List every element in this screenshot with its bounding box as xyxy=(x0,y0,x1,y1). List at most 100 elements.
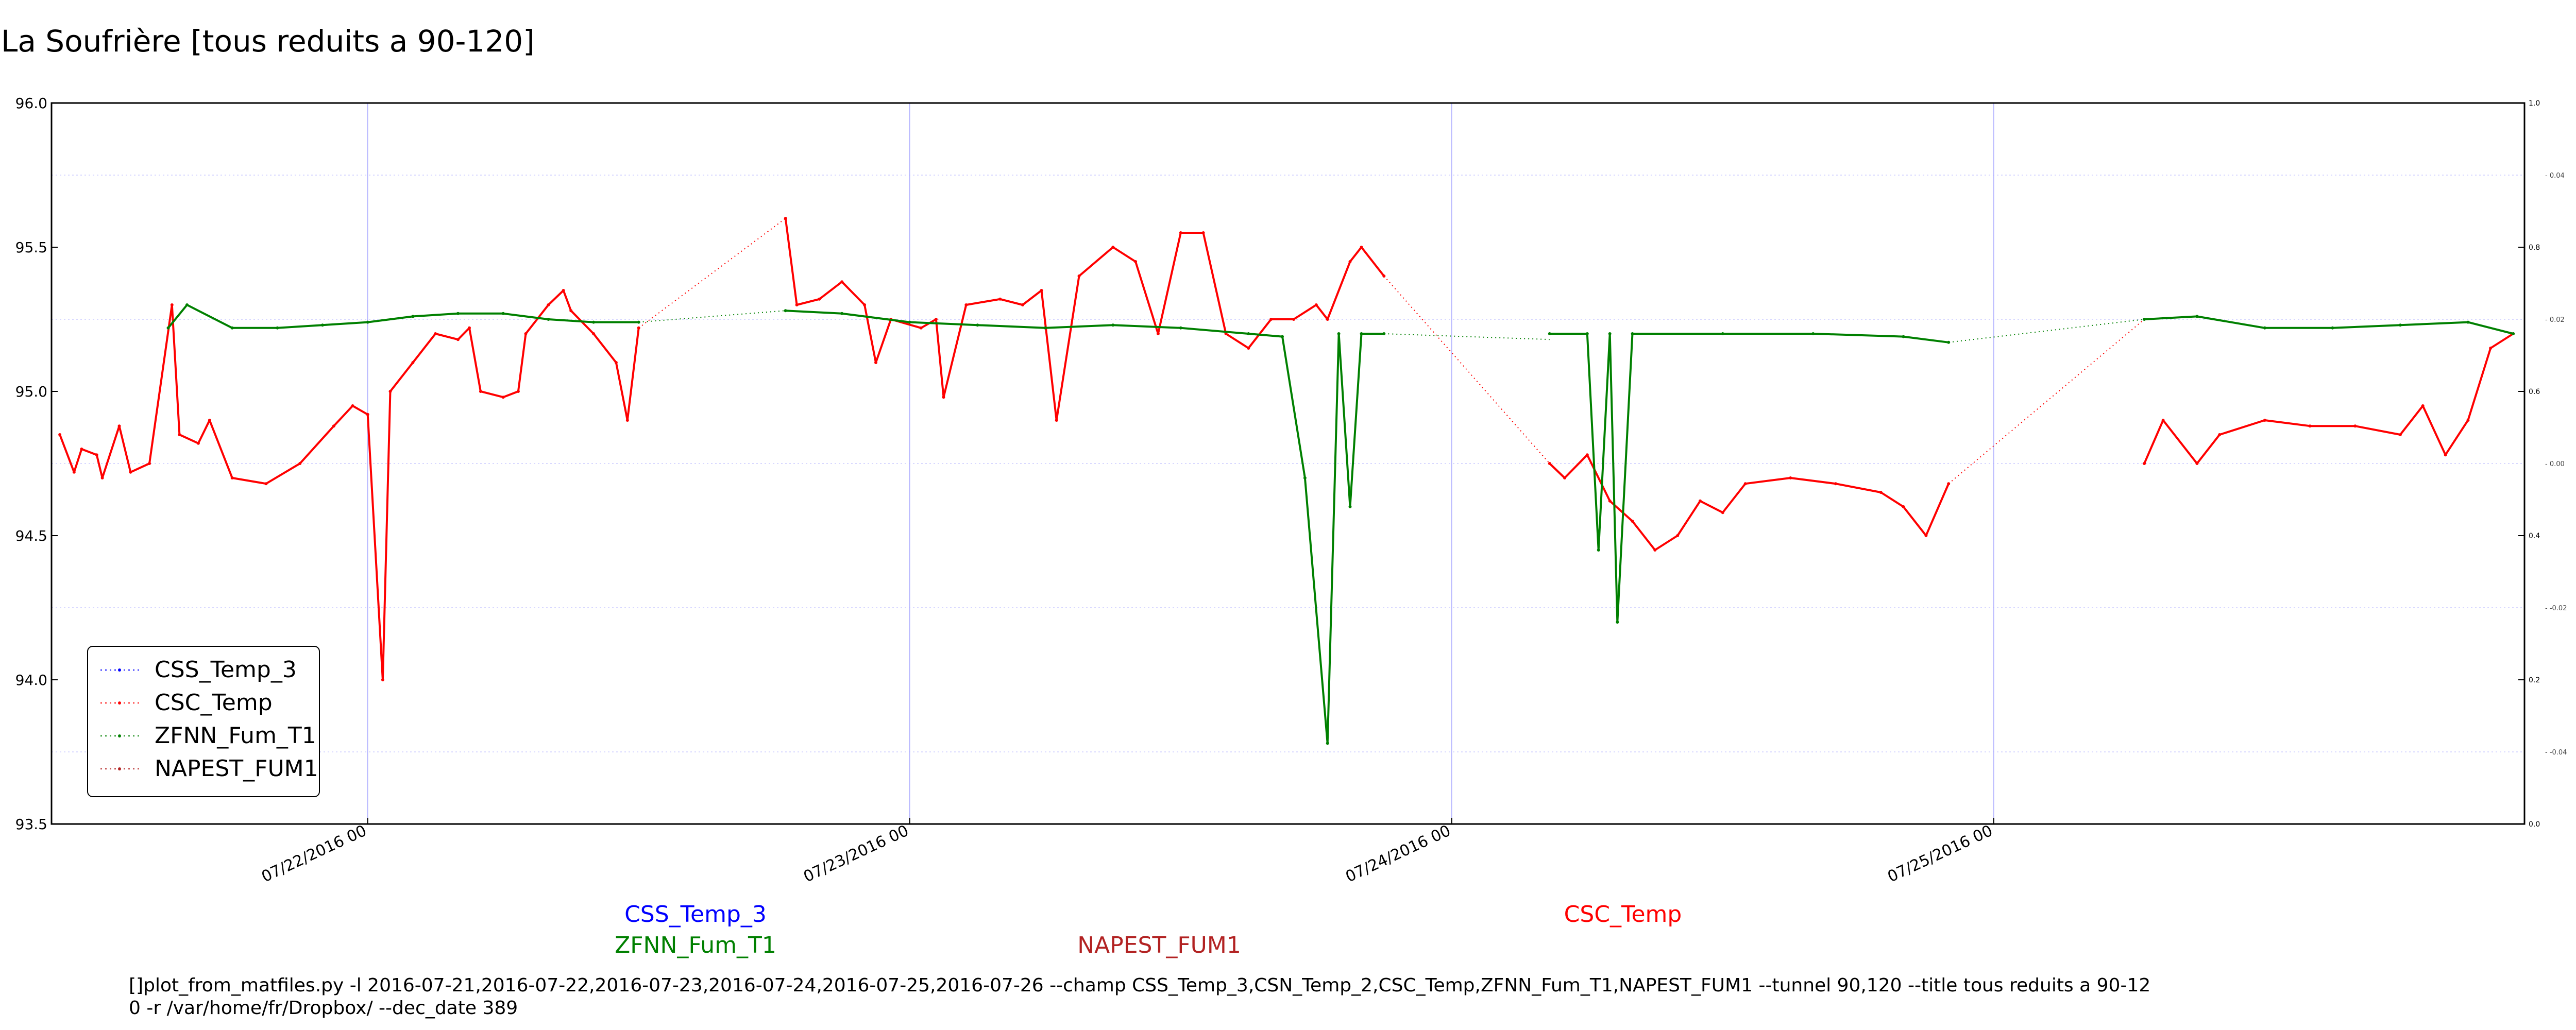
data-point xyxy=(178,433,181,436)
series-annotation: CSC_Temp xyxy=(1564,901,1682,928)
series-gap-line xyxy=(638,218,786,329)
data-point xyxy=(1348,260,1352,263)
legend-label: ZFNN_Fum_T1 xyxy=(155,723,316,749)
data-point xyxy=(434,332,437,335)
data-point xyxy=(208,419,211,422)
command-line-text: []plot_from_matfiles.py -l 2016-07-21,20… xyxy=(129,975,2151,1019)
data-point xyxy=(185,303,189,306)
data-point xyxy=(2466,320,2470,324)
data-point xyxy=(230,476,234,479)
data-point xyxy=(1314,303,1318,306)
data-point xyxy=(411,361,415,364)
chart-title: La Soufrière [tous reduits a 90-120] xyxy=(1,24,535,59)
series-annotation: NAPEST_FUM1 xyxy=(1077,932,1241,958)
y2-tick-label: 0.4 xyxy=(2529,532,2540,540)
y2-tick-label: 0.0 xyxy=(2529,820,2540,829)
data-point xyxy=(148,462,151,465)
series-line xyxy=(2144,315,2514,335)
y2-tick-label: 0.2 xyxy=(2529,676,2540,684)
y-tick-label: 94.5 xyxy=(15,527,47,544)
legend-marker xyxy=(118,767,121,770)
data-point xyxy=(2195,315,2199,318)
data-point xyxy=(1077,274,1081,278)
data-point xyxy=(1608,332,1612,335)
data-point xyxy=(1676,534,1680,537)
series-gap-line xyxy=(638,310,786,323)
series-annotations: CSS_Temp_3 ZFNN_Fum_T1 NAPEST_FUM1 CSC_Temp xyxy=(615,901,1682,958)
legend-marker xyxy=(118,668,121,672)
data-point xyxy=(72,470,76,474)
y3-tick-label: - 0.04 xyxy=(2545,172,2565,180)
legend-marker xyxy=(118,701,121,705)
legend-box xyxy=(87,646,320,797)
data-point xyxy=(1111,323,1115,327)
legend: CSS_Temp_3 CSC_Temp ZFNN_Fum_T1 NAPEST_FUM1 xyxy=(87,646,320,797)
y-tick-label: 95.5 xyxy=(15,239,47,256)
data-point xyxy=(547,303,550,306)
data-point xyxy=(2161,419,2165,422)
series-line xyxy=(784,218,1385,421)
data-point xyxy=(1281,335,1284,338)
data-point xyxy=(1879,491,1883,494)
data-point xyxy=(298,462,302,465)
data-point xyxy=(2353,424,2357,428)
data-point xyxy=(1924,534,1928,537)
data-point xyxy=(1247,332,1250,335)
data-point xyxy=(1548,462,1551,465)
y-tick-label: 94.0 xyxy=(15,672,47,689)
data-point xyxy=(80,448,83,451)
data-point xyxy=(2263,326,2266,330)
data-point xyxy=(1224,332,1228,335)
data-point xyxy=(1360,246,1363,249)
data-point xyxy=(351,404,354,407)
data-point xyxy=(1156,332,1160,335)
data-point xyxy=(366,320,369,324)
data-point xyxy=(1811,332,1815,335)
data-point xyxy=(2398,323,2402,327)
data-point xyxy=(1902,505,1905,508)
series-line xyxy=(167,304,639,329)
data-point xyxy=(874,361,877,364)
data-point xyxy=(547,318,550,321)
data-point xyxy=(562,289,565,292)
data-point xyxy=(1789,476,1792,479)
data-point xyxy=(863,303,867,306)
data-point xyxy=(196,441,200,445)
data-point xyxy=(1743,482,1747,486)
data-point xyxy=(456,312,460,315)
data-point xyxy=(117,424,121,428)
legend-label: NAPEST_FUM1 xyxy=(155,756,318,782)
data-point xyxy=(919,326,923,330)
data-point xyxy=(1608,499,1612,503)
data-point xyxy=(1597,548,1600,552)
data-point xyxy=(501,312,505,315)
series-annotation: ZFNN_Fum_T1 xyxy=(615,932,776,958)
data-point xyxy=(95,453,98,457)
data-point xyxy=(2489,347,2493,350)
plot-frame xyxy=(50,102,2526,825)
data-point xyxy=(1699,499,1702,503)
y-tick-label: 93.5 xyxy=(15,816,47,833)
x-tick-label: 07/25/2016 00 xyxy=(1885,822,1995,886)
series-line xyxy=(785,310,1384,745)
y2-tick-label: 0.6 xyxy=(2529,388,2540,396)
data-point xyxy=(1548,332,1551,335)
data-point xyxy=(614,361,618,364)
data-point xyxy=(2398,433,2402,436)
data-point xyxy=(840,312,844,315)
data-point xyxy=(1721,332,1724,335)
series-annotation: CSS_Temp_3 xyxy=(624,901,767,928)
y3-tick-label: - -0.02 xyxy=(2545,605,2567,612)
data-point xyxy=(2195,462,2199,465)
data-point xyxy=(934,318,938,321)
data-point xyxy=(166,326,170,330)
data-point xyxy=(411,315,415,318)
data-point xyxy=(592,320,596,324)
series-layer xyxy=(58,217,2515,745)
legend-label: CSS_Temp_3 xyxy=(155,657,297,683)
data-point xyxy=(1585,453,1589,457)
series-gap-line xyxy=(1384,333,1550,340)
data-point xyxy=(1179,231,1182,234)
data-point xyxy=(1303,476,1307,479)
data-point xyxy=(2263,419,2266,422)
